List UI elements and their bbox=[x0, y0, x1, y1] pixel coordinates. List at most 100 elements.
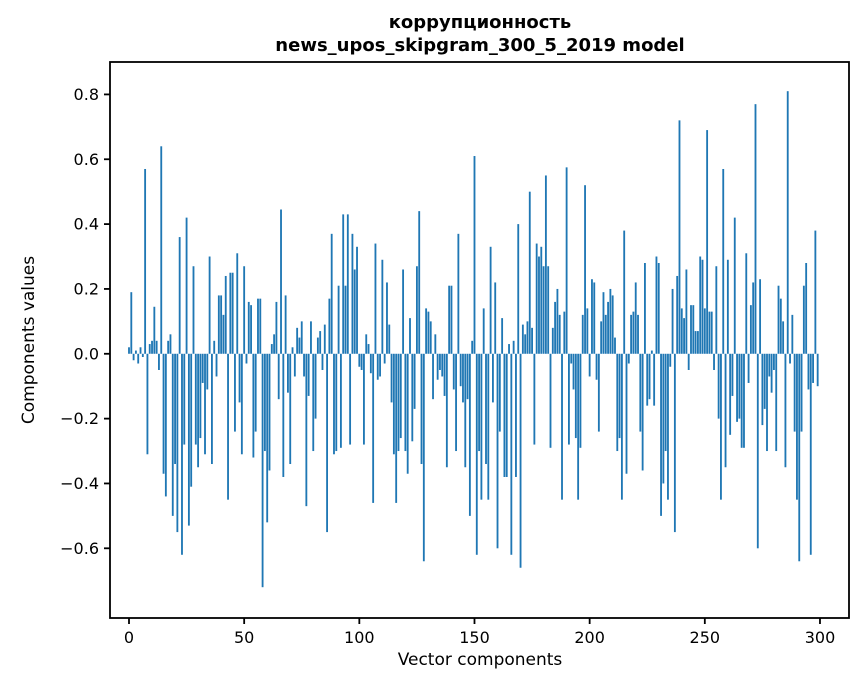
bar bbox=[296, 327, 299, 354]
bar bbox=[231, 272, 234, 354]
bar bbox=[549, 353, 552, 448]
bar bbox=[703, 308, 706, 354]
bar bbox=[323, 324, 326, 354]
bar bbox=[208, 256, 211, 354]
bar bbox=[648, 353, 651, 400]
bar bbox=[683, 318, 686, 354]
bar bbox=[390, 353, 393, 403]
bar bbox=[367, 344, 370, 354]
bar bbox=[558, 314, 561, 354]
bar bbox=[678, 120, 681, 354]
bar bbox=[144, 168, 147, 354]
bar bbox=[464, 353, 467, 468]
bar bbox=[293, 353, 296, 377]
bar bbox=[160, 146, 163, 354]
bar bbox=[743, 353, 745, 448]
bar bbox=[763, 353, 766, 409]
bar bbox=[344, 285, 347, 354]
bar bbox=[376, 353, 379, 380]
bar bbox=[517, 224, 520, 354]
bar bbox=[404, 353, 407, 452]
bar bbox=[749, 305, 752, 354]
bar bbox=[614, 337, 616, 354]
bar bbox=[740, 353, 743, 448]
bar bbox=[577, 353, 580, 500]
bar bbox=[130, 292, 133, 354]
bar bbox=[475, 353, 478, 555]
bar bbox=[673, 353, 676, 533]
bar bbox=[498, 353, 501, 432]
bar bbox=[215, 353, 218, 377]
bar bbox=[630, 314, 633, 354]
bar bbox=[386, 282, 388, 354]
bar bbox=[148, 344, 151, 354]
bar bbox=[395, 353, 398, 503]
bar bbox=[616, 353, 619, 452]
bar bbox=[411, 353, 414, 442]
bar bbox=[524, 334, 527, 354]
bar bbox=[660, 353, 662, 516]
bar bbox=[494, 282, 497, 354]
bar bbox=[379, 353, 381, 377]
bar bbox=[174, 353, 176, 465]
bar bbox=[729, 353, 732, 435]
chart-title-line2: news_upos_skipgram_300_5_2019 model bbox=[275, 35, 685, 56]
bar bbox=[429, 321, 432, 354]
bar bbox=[266, 353, 269, 523]
bar bbox=[519, 353, 522, 568]
bar bbox=[374, 243, 377, 354]
bar bbox=[365, 334, 368, 354]
bar bbox=[528, 191, 531, 354]
bar bbox=[717, 353, 720, 419]
bar bbox=[715, 266, 718, 354]
bar bbox=[363, 353, 365, 445]
bar bbox=[360, 353, 363, 370]
bar bbox=[574, 353, 577, 439]
bar bbox=[572, 353, 575, 390]
bar bbox=[178, 237, 181, 354]
bar bbox=[595, 353, 598, 380]
bar bbox=[310, 321, 312, 354]
bar bbox=[722, 168, 725, 354]
bar bbox=[259, 298, 262, 354]
bar bbox=[399, 353, 402, 439]
bar bbox=[450, 285, 453, 354]
bar bbox=[752, 282, 755, 354]
bar bbox=[708, 311, 711, 354]
bar bbox=[669, 353, 672, 367]
bar bbox=[713, 353, 715, 370]
bar bbox=[772, 353, 775, 370]
x-tick-label: 50 bbox=[234, 628, 254, 647]
bar bbox=[731, 353, 734, 396]
bar bbox=[240, 353, 243, 455]
bar bbox=[434, 334, 437, 354]
x-axis-label: Vector components bbox=[397, 650, 563, 670]
bar bbox=[501, 318, 504, 354]
bar bbox=[128, 347, 130, 354]
bar bbox=[167, 340, 170, 354]
bar bbox=[733, 217, 736, 354]
bar bbox=[634, 282, 637, 354]
bar bbox=[261, 353, 264, 588]
bar bbox=[726, 259, 729, 354]
bar bbox=[766, 353, 768, 452]
bar bbox=[480, 353, 483, 500]
bar bbox=[812, 353, 814, 383]
bar bbox=[604, 314, 607, 354]
bar bbox=[487, 353, 490, 500]
bar bbox=[238, 353, 241, 403]
bar bbox=[510, 353, 513, 555]
x-tick-label: 150 bbox=[459, 628, 490, 647]
bar bbox=[356, 246, 358, 354]
bar bbox=[372, 353, 375, 503]
bar bbox=[492, 353, 494, 403]
bar bbox=[452, 353, 455, 390]
bar bbox=[211, 353, 213, 465]
bar bbox=[282, 353, 285, 477]
bar bbox=[422, 353, 425, 562]
bar bbox=[328, 298, 331, 354]
x-tick-label: 100 bbox=[344, 628, 375, 647]
bar bbox=[300, 321, 303, 354]
bar bbox=[657, 263, 660, 354]
bar bbox=[217, 295, 220, 354]
